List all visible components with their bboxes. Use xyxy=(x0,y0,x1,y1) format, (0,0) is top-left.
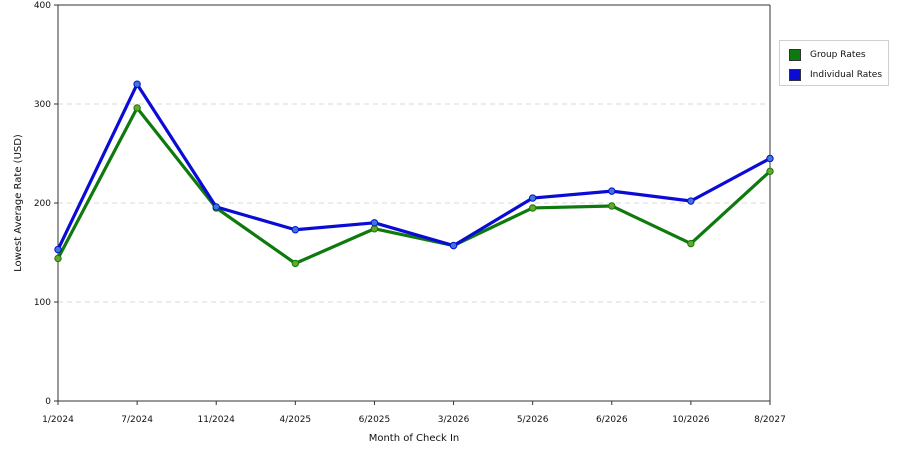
chart-legend: Group Rates Individual Rates xyxy=(779,40,889,86)
data-point-group-rates xyxy=(766,167,774,176)
x-tick-label: 7/2024 xyxy=(121,415,153,425)
x-tick-label: 11/2024 xyxy=(198,415,236,425)
data-point-individual-rates xyxy=(133,80,141,88)
data-point-individual-rates xyxy=(54,245,62,254)
data-point-individual-rates xyxy=(291,226,300,234)
grid-lines xyxy=(58,103,770,303)
x-axis-title: Month of Check In xyxy=(369,433,460,444)
data-point-individual-rates xyxy=(528,194,537,202)
x-tick-label: 6/2025 xyxy=(359,415,391,425)
legend-label-group-rates: Group Rates xyxy=(810,50,866,60)
y-tick-label: 0 xyxy=(45,397,51,407)
x-tick-label: 3/2026 xyxy=(438,415,470,425)
y-axis-title: Lowest Average Rate (USD) xyxy=(13,134,24,272)
data-point-individual-rates xyxy=(687,197,695,205)
data-point-group-rates xyxy=(608,202,616,210)
data-point-individual-rates xyxy=(608,187,616,195)
chart-axes xyxy=(54,4,771,405)
data-point-group-rates xyxy=(687,239,695,248)
series-line-group-rates xyxy=(56,106,772,265)
data-point-individual-rates xyxy=(212,203,220,211)
data-point-group-rates xyxy=(528,204,537,212)
legend-swatch-group-rates xyxy=(789,49,801,61)
x-tick-label: 4/2025 xyxy=(279,415,311,425)
y-tick-label: 300 xyxy=(34,100,51,110)
chart-labels: Month of Check In Lowest Average Rate (U… xyxy=(13,1,786,444)
x-tick-label: 5/2026 xyxy=(517,415,549,425)
x-tick-label: 8/2027 xyxy=(754,415,786,425)
data-point-individual-rates xyxy=(449,241,458,250)
x-tick-label: 10/2026 xyxy=(672,415,710,425)
data-point-group-rates xyxy=(291,259,300,268)
data-point-group-rates xyxy=(54,254,62,263)
x-tick-label: 1/2024 xyxy=(42,415,74,425)
legend-item-individual-rates: Individual Rates xyxy=(789,68,882,82)
legend-item-group-rates: Group Rates xyxy=(789,48,866,62)
y-tick-label: 400 xyxy=(34,1,51,11)
y-tick-label: 100 xyxy=(34,298,51,308)
data-point-group-rates xyxy=(133,104,141,112)
y-tick-label: 200 xyxy=(34,199,51,209)
data-point-individual-rates xyxy=(766,154,774,163)
x-tick-label: 6/2026 xyxy=(596,415,628,425)
legend-swatch-individual-rates xyxy=(789,69,801,81)
chart-series xyxy=(54,80,774,268)
series-line-individual-rates xyxy=(56,82,772,252)
data-point-individual-rates xyxy=(370,219,379,227)
legend-label-individual-rates: Individual Rates xyxy=(810,70,883,80)
